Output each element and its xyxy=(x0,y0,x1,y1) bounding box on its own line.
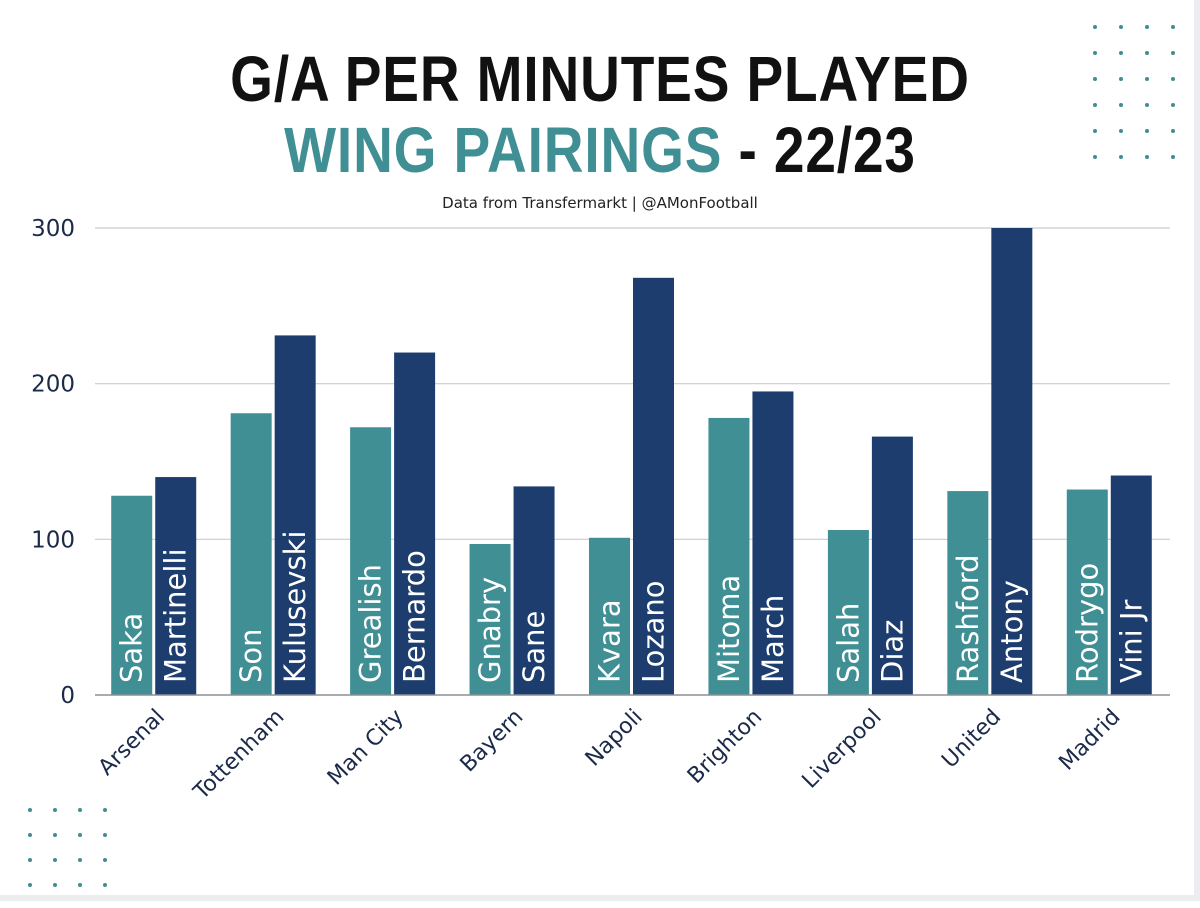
title-season: - 22/23 xyxy=(722,114,916,186)
decorative-dot xyxy=(28,858,32,862)
bar xyxy=(589,537,630,695)
decorative-dot xyxy=(1093,25,1097,29)
decorative-dot xyxy=(1119,129,1123,133)
bar xyxy=(350,427,392,695)
bar-label: Diaz xyxy=(875,620,909,683)
y-tick-label: 100 xyxy=(31,527,75,553)
bar-label: Gnabry xyxy=(473,577,507,683)
decorative-dot xyxy=(1093,77,1097,81)
decorative-dot xyxy=(28,883,32,887)
y-tick-label: 0 xyxy=(60,683,75,709)
bar-label: Grealish xyxy=(354,564,388,683)
bar xyxy=(469,544,511,695)
bar xyxy=(708,417,750,695)
x-tick-label: United xyxy=(937,705,1006,774)
bar-label: Martinelli xyxy=(159,548,193,683)
decorative-dot xyxy=(1171,129,1175,133)
decorative-dot xyxy=(1145,103,1149,107)
bar xyxy=(155,477,197,695)
x-tick-label: Man City xyxy=(323,705,409,791)
bar-label: Antony xyxy=(995,580,1029,683)
bar xyxy=(111,495,153,695)
bar xyxy=(1110,475,1152,695)
decorative-dot xyxy=(1145,155,1149,159)
x-tick-label: Napoli xyxy=(581,705,648,772)
decorative-dot xyxy=(1119,51,1123,55)
x-tick-label: Bayern xyxy=(456,705,529,778)
bar xyxy=(752,391,794,695)
decorative-dot xyxy=(28,808,32,812)
decorative-dot xyxy=(1171,155,1175,159)
decorative-dot xyxy=(1171,103,1175,107)
decorative-dot xyxy=(1119,77,1123,81)
decorative-dot xyxy=(78,808,82,812)
decorative-dot xyxy=(103,808,107,812)
decorative-dot xyxy=(1145,129,1149,133)
decorative-dot xyxy=(78,883,82,887)
bar-label: Sane xyxy=(517,611,551,683)
chart-title-line2: WING PAIRINGS - 22/23 xyxy=(84,113,1116,187)
bar xyxy=(827,529,869,695)
bar-label: Kulusevski xyxy=(278,531,312,683)
decorative-dot xyxy=(1171,25,1175,29)
bar xyxy=(230,413,272,695)
bar xyxy=(394,352,436,695)
bar xyxy=(513,486,555,695)
bar-label: Mitoma xyxy=(712,575,746,683)
bar xyxy=(871,436,913,695)
bar xyxy=(991,228,1033,695)
bar-label: Bernardo xyxy=(398,550,432,683)
bar-label: Rodrygo xyxy=(1070,563,1104,683)
bar-label: Rashford xyxy=(951,554,985,683)
bar-label: Kvara xyxy=(593,599,627,683)
title-highlight: WING PAIRINGS xyxy=(284,114,723,186)
decorative-dot xyxy=(53,883,57,887)
chart-title: G/A PER MINUTES PLAYED xyxy=(230,43,970,115)
decorative-dot xyxy=(1145,51,1149,55)
decorative-dot xyxy=(28,833,32,837)
bar xyxy=(633,277,674,695)
decorative-dot xyxy=(1093,155,1097,159)
bar-label: Saka xyxy=(115,613,149,683)
bar-label: Vini Jr xyxy=(1114,600,1148,683)
x-tick-label: Liverpool xyxy=(798,705,887,794)
bar xyxy=(947,491,989,695)
x-tick-label: Brighton xyxy=(683,705,767,789)
decorative-dot xyxy=(103,833,107,837)
decorative-dot xyxy=(103,883,107,887)
decorative-dot xyxy=(53,833,57,837)
bar xyxy=(1066,489,1108,695)
decorative-dot xyxy=(1171,77,1175,81)
y-tick-label: 300 xyxy=(31,216,75,242)
x-tick-label: Madrid xyxy=(1054,705,1125,776)
decorative-dot xyxy=(1145,77,1149,81)
bar-label: March xyxy=(756,595,790,683)
y-tick-label: 200 xyxy=(31,372,75,398)
decorative-dot xyxy=(1093,51,1097,55)
decorative-dot xyxy=(1093,103,1097,107)
decorative-dot xyxy=(103,858,107,862)
decorative-dot xyxy=(1171,51,1175,55)
decorative-dot xyxy=(78,858,82,862)
decorative-dots-top-right xyxy=(1093,25,1197,181)
decorative-dot xyxy=(78,833,82,837)
decorative-dot xyxy=(1119,25,1123,29)
x-tick-label: Arsenal xyxy=(94,705,170,781)
bar xyxy=(274,335,316,695)
x-tick-label: Tottenham xyxy=(188,705,289,806)
decorative-dot xyxy=(53,858,57,862)
bar-label: Lozano xyxy=(637,580,671,683)
decorative-dot xyxy=(53,808,57,812)
bar-label: Son xyxy=(234,628,268,683)
decorative-dot xyxy=(1093,129,1097,133)
decorative-dot xyxy=(1119,103,1123,107)
decorative-dot xyxy=(1119,155,1123,159)
decorative-dot xyxy=(1145,25,1149,29)
bar-label: Salah xyxy=(831,603,865,683)
chart-subtitle: Data from Transfermarkt | @AMonFootball xyxy=(442,194,758,212)
decorative-dots-bottom-left xyxy=(28,808,128,908)
